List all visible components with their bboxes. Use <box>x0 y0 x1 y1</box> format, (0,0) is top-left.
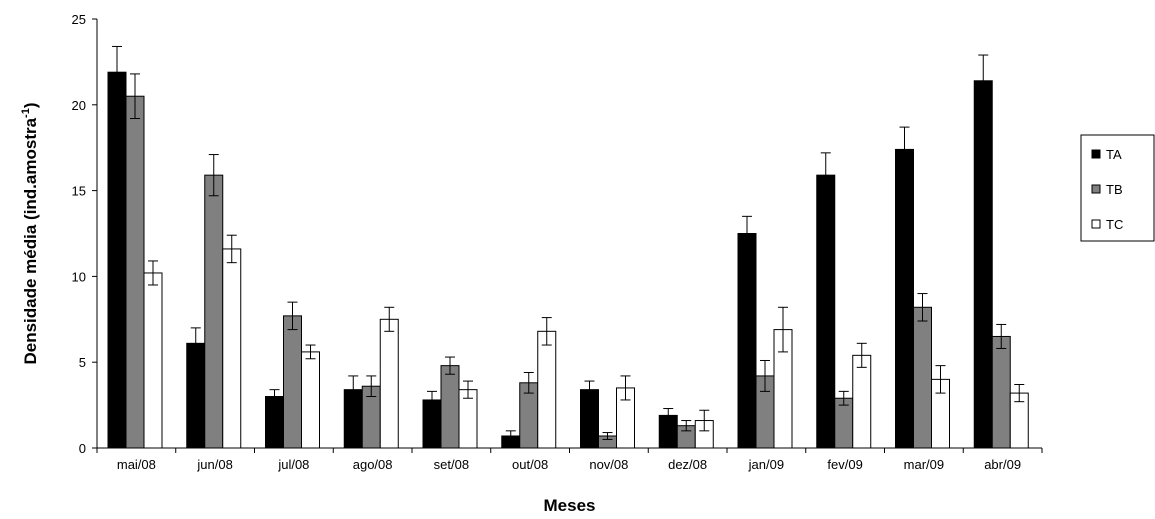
bar-ta-abr-09 <box>973 80 993 449</box>
x-tick-label: jul/08 <box>277 457 309 472</box>
x-tick-label: mar/09 <box>904 457 944 472</box>
legend-swatch-tc <box>1091 219 1101 229</box>
bar-ta-mar-09 <box>895 148 914 449</box>
bar-tb-abr-09 <box>991 335 1011 449</box>
bar-tc-out-08 <box>537 330 557 449</box>
bar-tb-jun-08 <box>204 174 224 449</box>
x-tick-label: mai/08 <box>117 457 156 472</box>
bar-ta-jan-09 <box>737 233 757 449</box>
bar-tb-jul-08 <box>283 315 302 449</box>
bar-tc-ago-08 <box>379 318 399 449</box>
bar-tc-fev-09 <box>852 354 872 449</box>
bar-tc-jun-08 <box>222 248 242 449</box>
y-ticks: 0 5 10 15 20 25 <box>72 12 97 456</box>
y-tick-label: 25 <box>72 12 86 27</box>
x-tick-label: nov/08 <box>589 457 628 472</box>
legend-label-tb: TB <box>1106 182 1123 197</box>
y-tick-label: 15 <box>72 184 86 199</box>
x-tick-label: abr/09 <box>984 457 1021 472</box>
legend-swatch-ta <box>1091 149 1101 159</box>
x-axis-title: Meses <box>544 496 596 515</box>
x-tick-label: fev/09 <box>827 457 862 472</box>
y-tick-label: 0 <box>79 441 86 456</box>
bar-tb-set-08 <box>440 365 460 449</box>
y-tick-label: 5 <box>79 355 86 370</box>
legend-label-ta: TA <box>1106 147 1122 162</box>
y-tick-label: 10 <box>72 269 86 284</box>
y-axis-title-main: Densidade média (ind.amostra <box>21 117 40 364</box>
x-tick-label: jun/08 <box>196 457 232 472</box>
x-tick-label: ago/08 <box>353 457 393 472</box>
bar-tc-mai-08 <box>143 272 163 449</box>
y-axis-title: Densidade média (ind.amostra-1) <box>20 102 40 364</box>
bar-tb-mai-08 <box>125 95 145 449</box>
x-tick-label: set/08 <box>434 457 469 472</box>
bar-ta-jul-08 <box>265 396 284 449</box>
y-axis-title-close: ) <box>21 102 40 108</box>
y-axis-title-sup: -1 <box>20 108 32 118</box>
bar-tb-mar-09 <box>913 306 932 449</box>
y-tick-label: 20 <box>72 98 86 113</box>
bar-tb-fev-09 <box>834 397 854 449</box>
x-tick-label: out/08 <box>512 457 548 472</box>
x-tick-label: dez/08 <box>668 457 707 472</box>
bar-ta-fev-09 <box>816 174 836 449</box>
legend-label-tc: TC <box>1106 217 1123 232</box>
legend-swatch-tb <box>1091 184 1101 194</box>
bar-ta-mai-08 <box>107 71 127 449</box>
x-ticks: mai/08 jun/08 jul/08 ago/08 set/08 out/08 nov/… <box>96 448 1043 472</box>
error-bars-layer <box>112 45 1025 442</box>
legend: TA TB TC <box>1080 134 1155 242</box>
bar-tc-jul-08 <box>301 351 320 449</box>
x-tick-label: jan/09 <box>748 457 784 472</box>
bars-layer <box>107 71 1029 449</box>
